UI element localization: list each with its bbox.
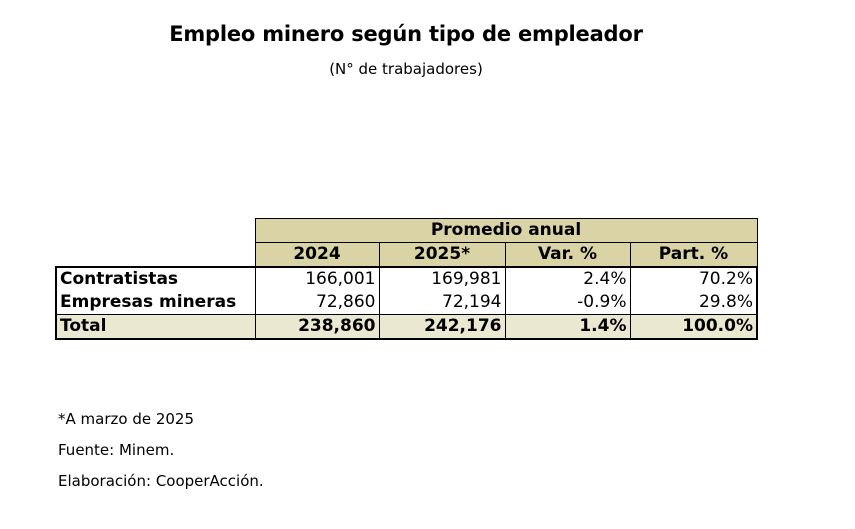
- table-cell: 72,194: [378, 291, 505, 315]
- row-label: Empresas mineras: [55, 291, 255, 315]
- table-cell: 72,860: [254, 291, 379, 315]
- page-title: Empleo minero según tipo de empleador: [169, 22, 643, 46]
- column-header-row: 2024 2025* Var. % Part. %: [56, 242, 758, 268]
- corner-cell: [56, 242, 255, 267]
- table-cell: 100.0%: [629, 314, 758, 340]
- footnote-date: *A marzo de 2025: [58, 410, 195, 428]
- page-subtitle: (N° de trabajadores): [329, 60, 483, 78]
- row-label: Contratistas: [55, 266, 255, 291]
- footnotes: *A marzo de 2025 Fuente: Minem. Elaborac…: [58, 407, 264, 500]
- table-cell: 2.4%: [504, 266, 630, 291]
- table-cell: 70.2%: [629, 266, 758, 291]
- column-header-part: Part. %: [629, 242, 758, 268]
- column-header-var: Var. %: [504, 242, 631, 268]
- group-header-row: Promedio anual: [56, 218, 758, 243]
- total-row: Total 238,860 242,176 1.4% 100.0%: [55, 314, 758, 340]
- table-row: Empresas mineras 72,860 72,194 -0.9% 29.…: [55, 291, 758, 315]
- table-cell: 29.8%: [629, 291, 758, 315]
- column-header-2024: 2024: [254, 242, 380, 268]
- table-row: Contratistas 166,001 169,981 2.4% 70.2%: [55, 266, 758, 291]
- employment-table: Promedio anual 2024 2025* Var. % Part. %…: [55, 218, 758, 340]
- table-cell: 169,981: [378, 266, 505, 291]
- footnote-author: Elaboración: CooperAcción.: [58, 472, 264, 490]
- table-cell: 238,860: [254, 314, 379, 340]
- group-header: Promedio anual: [254, 218, 758, 243]
- table-cell: 242,176: [378, 314, 505, 340]
- row-label: Total: [55, 314, 255, 340]
- table-cell: 166,001: [254, 266, 379, 291]
- table-cell: -0.9%: [504, 291, 630, 315]
- table-cell: 1.4%: [504, 314, 630, 340]
- column-header-2025: 2025*: [378, 242, 506, 268]
- corner-cell: [56, 218, 255, 243]
- footnote-source: Fuente: Minem.: [58, 441, 175, 459]
